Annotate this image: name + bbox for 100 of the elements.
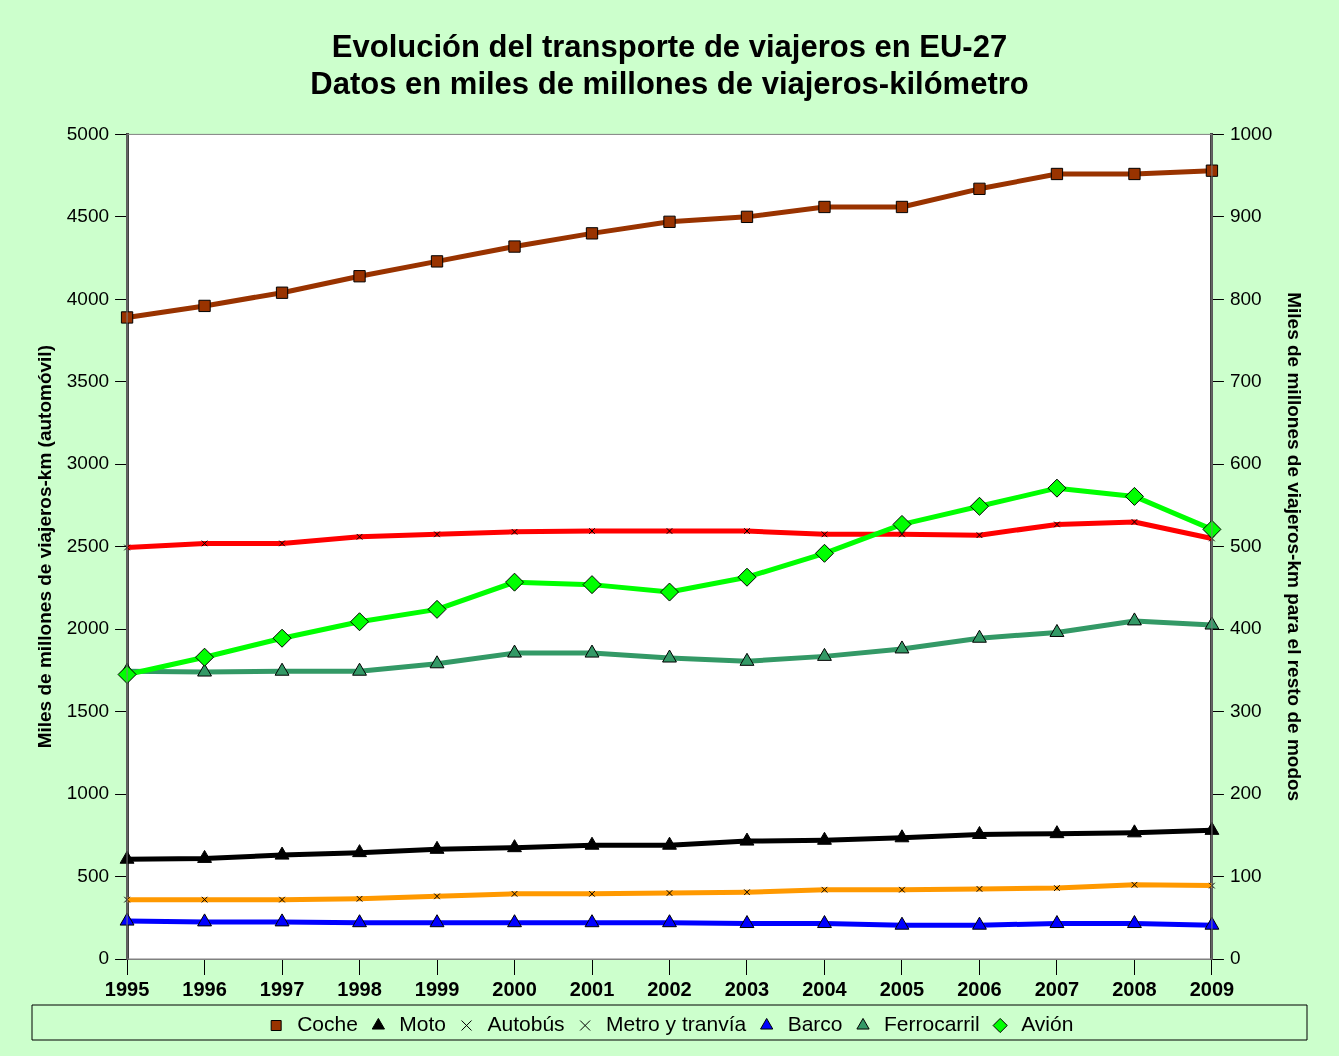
point xyxy=(1047,478,1067,498)
point xyxy=(817,647,832,661)
y-tick-label: 5000 xyxy=(66,122,110,144)
point xyxy=(274,913,290,927)
point xyxy=(352,914,367,928)
point xyxy=(895,200,909,214)
y2-tick-label: 700 xyxy=(1229,370,1262,392)
x-tick-label: 1999 xyxy=(414,977,460,1000)
point xyxy=(353,270,366,283)
point xyxy=(739,915,755,929)
legend-label: Barco xyxy=(787,1012,843,1036)
y-tick-label: 1000 xyxy=(66,782,110,804)
point xyxy=(817,831,832,845)
point xyxy=(197,663,212,677)
y-tick-label: 3000 xyxy=(66,452,110,474)
x-tick-label: 2005 xyxy=(879,977,925,1000)
point xyxy=(892,514,912,534)
point xyxy=(1127,915,1142,929)
point xyxy=(352,844,367,858)
y2-tick-label: 500 xyxy=(1229,534,1262,556)
point xyxy=(739,832,755,846)
x-tick-label: 2009 xyxy=(1189,977,1235,1000)
y2-axis-title: Miles de millones de viajeros-km para el resto de modos xyxy=(1284,292,1306,802)
x-tick-label: 1995 xyxy=(104,977,150,1000)
x-tick-label: 1996 xyxy=(182,977,227,1000)
y2-tick-label: 600 xyxy=(1229,452,1262,474)
point xyxy=(582,575,602,595)
point xyxy=(429,840,445,854)
point xyxy=(195,647,215,667)
point xyxy=(429,914,445,928)
point xyxy=(427,599,447,619)
y-tick-label: 4500 xyxy=(66,205,110,227)
y2-tick-label: 400 xyxy=(1229,617,1262,639)
y2-tick-label: 1000 xyxy=(1229,122,1273,144)
point xyxy=(429,655,445,669)
point xyxy=(817,915,832,929)
x-tick-label: 2007 xyxy=(1034,977,1080,1000)
point xyxy=(274,662,290,676)
point xyxy=(584,644,600,658)
x-tick-label: 1998 xyxy=(337,977,382,1000)
y-tick-label: 1500 xyxy=(66,699,110,721)
point xyxy=(662,649,677,663)
point xyxy=(972,825,987,839)
legend-label: Autobús xyxy=(487,1012,565,1036)
y-tick-label: 2000 xyxy=(66,617,110,639)
point xyxy=(350,612,370,632)
x-tick-label: 2004 xyxy=(802,977,848,1000)
point xyxy=(274,846,290,860)
point xyxy=(197,913,212,927)
chart-title: Evolución del transporte de viajeros en EU-27 Datos en miles de millones de viajeros-kilómetro xyxy=(310,29,1029,102)
legend-label: Moto xyxy=(399,1012,447,1036)
point xyxy=(972,629,987,643)
legend-label: Avión xyxy=(1021,1012,1074,1036)
point xyxy=(1127,612,1142,626)
legend-label: Metro y tranvía xyxy=(606,1012,747,1036)
point xyxy=(1049,623,1065,637)
point xyxy=(1127,824,1142,838)
x-tick-label: 2006 xyxy=(957,977,1002,1000)
x-tick-label: 2002 xyxy=(647,977,692,1000)
point xyxy=(507,914,522,928)
point xyxy=(740,210,754,224)
point xyxy=(197,849,212,863)
point xyxy=(272,628,292,648)
point xyxy=(894,829,910,843)
point xyxy=(1050,167,1064,181)
y-tick-label: 3500 xyxy=(66,370,110,392)
point xyxy=(430,255,444,268)
y-tick-label: 2500 xyxy=(66,534,110,556)
x-tick-label: 1997 xyxy=(259,977,305,1000)
point xyxy=(662,836,677,850)
point xyxy=(275,286,289,299)
point xyxy=(584,836,600,850)
point xyxy=(1049,915,1065,929)
point xyxy=(352,662,367,676)
y-axis-title: Miles de millones de viajeros-km (automóvil) xyxy=(33,345,55,749)
y2-tick-label: 0 xyxy=(1229,947,1241,969)
point xyxy=(737,567,757,587)
point xyxy=(198,299,211,313)
point xyxy=(663,215,676,228)
legend-label: Coche xyxy=(297,1012,358,1036)
point xyxy=(585,227,599,240)
x-tick-label: 2001 xyxy=(569,977,615,1000)
y2-tick-label: 100 xyxy=(1229,864,1262,886)
y2-tick-label: 800 xyxy=(1229,287,1262,309)
point xyxy=(1128,167,1141,181)
y-tick-label: 0 xyxy=(98,947,110,969)
point xyxy=(1049,825,1065,839)
point xyxy=(972,916,987,930)
point xyxy=(660,582,679,602)
point xyxy=(818,200,831,214)
point xyxy=(662,914,677,928)
y2-tick-label: 900 xyxy=(1229,205,1262,227)
y-tick-label: 4000 xyxy=(66,287,110,309)
legend-label: Ferrocarril xyxy=(884,1012,980,1036)
point xyxy=(584,914,600,928)
x-tick-label: 2000 xyxy=(492,977,537,1000)
point xyxy=(507,644,522,658)
x-tick-label: 2003 xyxy=(724,977,770,1000)
y2-tick-label: 200 xyxy=(1229,782,1262,804)
point xyxy=(814,543,834,563)
